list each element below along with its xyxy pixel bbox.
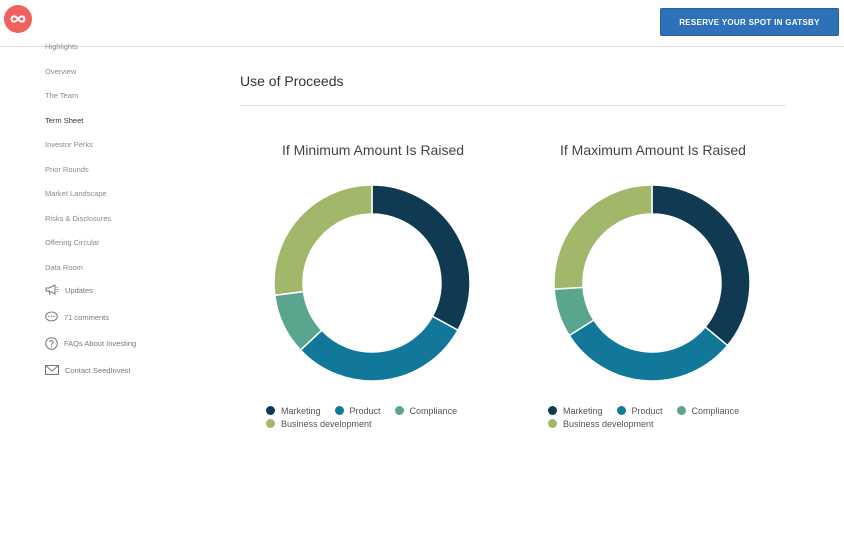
infinity-icon xyxy=(10,15,26,23)
top-bar: RESERVE YOUR SPOT IN GATSBY xyxy=(0,0,844,47)
sidebar-item-overview[interactable]: Overview xyxy=(45,67,77,76)
sidebar-item-label: Contact SeedInvest xyxy=(65,365,131,375)
legend-label: Product xyxy=(349,405,381,416)
donut-slice-business-development xyxy=(274,185,373,297)
legend-swatch xyxy=(334,406,344,415)
legend-label: Product xyxy=(631,405,663,416)
legend-swatch xyxy=(394,406,404,415)
donut-slice-product xyxy=(299,315,459,381)
donut-slice-marketing xyxy=(371,185,470,332)
reserve-spot-button[interactable]: RESERVE YOUR SPOT IN GATSBY xyxy=(660,8,839,36)
donut-slice-business-development xyxy=(554,185,653,290)
chart-title-minimum: If Minimum Amount Is Raised xyxy=(281,142,465,158)
sidebar-item-term-sheet[interactable]: Term Sheet xyxy=(45,116,84,125)
legend-item: Business development xyxy=(548,419,654,429)
legend-swatch xyxy=(616,406,626,415)
sidebar-item-label: Updates xyxy=(65,285,93,295)
sidebar-item-team[interactable]: The Team xyxy=(45,91,79,100)
donut-slice-product xyxy=(568,318,729,381)
megaphone-icon xyxy=(45,284,59,296)
chart-title-maximum: If Maximum Amount Is Raised xyxy=(560,142,746,158)
sidebar-item-data-room[interactable]: Data Room xyxy=(45,263,83,272)
legend-item: Business development xyxy=(266,419,372,429)
chart-legend-maximum: Marketing Product Compliance Business de… xyxy=(548,404,788,430)
legend-label: Compliance xyxy=(409,405,458,416)
legend-item: Product xyxy=(334,405,381,416)
legend-item: Marketing xyxy=(266,406,321,416)
legend-item: Marketing xyxy=(548,406,603,416)
sidebar-item-label: 71 comments xyxy=(64,312,110,322)
legend-swatch xyxy=(548,406,557,415)
sidebar-item-risks[interactable]: Risks & Disclosures xyxy=(45,214,112,223)
sidebar-item-market-landscape[interactable]: Market Landscape xyxy=(45,189,107,198)
legend-item: Compliance xyxy=(676,405,740,416)
sidebar-item-label: FAQs About Investing xyxy=(64,339,137,348)
envelope-icon xyxy=(45,365,59,375)
legend-label: Marketing xyxy=(563,405,603,416)
section-divider xyxy=(240,105,786,106)
sidebar-item-faqs[interactable]: FAQs About Investing xyxy=(45,337,136,350)
legend-swatch xyxy=(266,419,275,428)
donut-slice-marketing xyxy=(651,185,750,347)
speech-bubble-icon xyxy=(45,311,58,322)
legend-label: Compliance xyxy=(691,405,740,416)
legend-swatch xyxy=(266,406,275,415)
sidebar-item-prior-rounds[interactable]: Prior Rounds xyxy=(45,165,89,174)
legend-swatch xyxy=(676,406,686,415)
legend-label: Marketing xyxy=(281,405,321,416)
legend-label: Business development xyxy=(563,418,654,429)
legend-item: Product xyxy=(616,405,663,416)
sidebar-item-contact[interactable]: Contact SeedInvest xyxy=(45,365,130,375)
sidebar-item-offering-circular[interactable]: Offering Circular xyxy=(45,238,100,247)
seedinvest-logo[interactable] xyxy=(4,5,32,33)
sidebar-item-updates[interactable]: Updates xyxy=(45,284,93,296)
legend-item: Compliance xyxy=(394,405,458,416)
donut-chart-minimum xyxy=(274,185,470,381)
legend-swatch xyxy=(548,419,557,428)
section-title: Use of Proceeds xyxy=(240,73,344,89)
sidebar-item-highlights[interactable]: Highlights xyxy=(45,42,78,51)
sidebar-item-comments[interactable]: 71 comments xyxy=(45,311,109,323)
legend-label: Business development xyxy=(281,418,372,429)
sidebar-item-investor-perks[interactable]: Investor Perks xyxy=(45,140,93,149)
chart-legend-minimum: Marketing Product Compliance Business de… xyxy=(266,404,506,430)
donut-chart-maximum xyxy=(554,185,750,381)
question-circle-icon xyxy=(45,337,58,350)
